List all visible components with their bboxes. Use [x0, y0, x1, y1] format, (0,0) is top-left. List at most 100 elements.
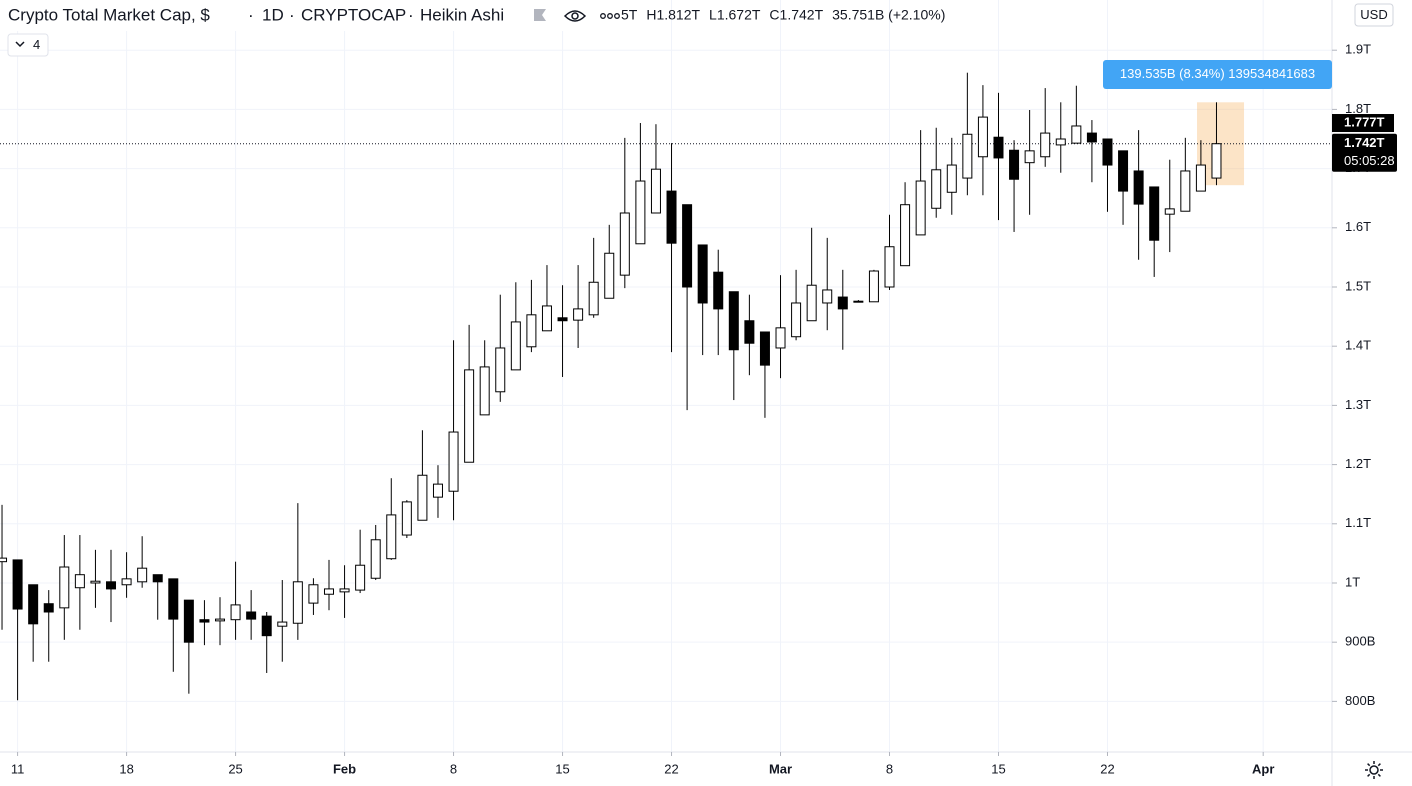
interval[interactable]: 1D: [262, 5, 284, 24]
x-tick-label: Mar: [769, 761, 792, 776]
candle-body: [666, 190, 677, 244]
candle-body: [1040, 132, 1051, 158]
x-tick-label: 15: [991, 761, 1005, 776]
candle-body: [199, 619, 210, 623]
flag-icon[interactable]: [534, 9, 546, 21]
candle-body: [604, 252, 615, 299]
candle-body: [619, 212, 630, 276]
candle-body: [401, 501, 412, 536]
separator: ·: [289, 5, 295, 24]
price-label-box: [1332, 114, 1394, 133]
candle-body: [697, 244, 708, 304]
candle-body: [962, 133, 973, 179]
candle-body: [495, 347, 506, 393]
x-tick-label: 8: [886, 761, 893, 776]
candle-body: [479, 366, 490, 416]
x-tick-label: 25: [228, 761, 242, 776]
candle-body: [90, 580, 101, 584]
candle-body: [292, 581, 303, 624]
measure-tooltip: 139.535B (8.34%) 139534841683: [1103, 60, 1332, 89]
candle-body: [1086, 132, 1097, 143]
currency: USD: [1360, 7, 1387, 22]
y-tick-label: 1.1T: [1345, 515, 1371, 530]
candle-body: [1024, 150, 1035, 164]
candle-body: [246, 611, 257, 620]
legend-value: L1.672T: [709, 7, 761, 23]
more-icon[interactable]: [600, 13, 620, 19]
ohlc-legend: 5T H1.812T L1.672T C1.742T 35.751B (+2.10%): [621, 7, 945, 23]
candle-body: [884, 246, 895, 288]
price-label: 1.742T: [1344, 135, 1385, 150]
measure-tooltip-box: [1103, 60, 1332, 89]
candle-body: [510, 321, 521, 371]
price-label-box: [1332, 133, 1397, 172]
candle-body: [28, 584, 39, 625]
candle-body: [744, 320, 755, 344]
y-tick-label: 1.4T: [1345, 338, 1371, 353]
indicator-toggle[interactable]: 4: [7, 33, 49, 57]
candle-body: [277, 621, 288, 627]
candle-body: [1009, 149, 1020, 180]
candle-body: [635, 180, 646, 245]
candle-body: [464, 369, 475, 463]
candle-body: [1180, 170, 1191, 212]
grid: [0, 0, 1332, 752]
measure-tooltip-label: 139.535B (8.34%) 139534841683: [1120, 66, 1315, 81]
x-tick-label: 15: [555, 761, 569, 776]
candle-body: [650, 168, 661, 214]
candle-body: [1071, 125, 1082, 144]
x-tick-label: 11: [11, 761, 25, 776]
candle-body: [339, 588, 350, 593]
y-tick-label: 900B: [1345, 634, 1375, 649]
settings-icon[interactable]: [1365, 761, 1383, 779]
candle-body: [0, 557, 8, 563]
header-background: [0, 0, 628, 31]
x-tick-label: 22: [664, 761, 678, 776]
separator: ·: [248, 5, 254, 24]
candle-body: [1055, 138, 1066, 146]
candle-body: [59, 566, 70, 609]
candle-body: [1164, 208, 1175, 215]
candle-body: [1149, 186, 1160, 241]
candle-body: [806, 284, 817, 322]
eye-icon[interactable]: [563, 10, 587, 22]
candle-body: [261, 615, 272, 637]
candle-body: [355, 564, 366, 591]
legend-value: H1.812T: [646, 7, 700, 23]
candle-body: [183, 599, 194, 643]
y-tick-label: 1.9T: [1345, 42, 1371, 57]
x-tick-label: Feb: [333, 761, 356, 776]
candle-body: [541, 305, 552, 332]
x-tick-label: 18: [119, 761, 133, 776]
candle-body: [370, 539, 381, 579]
candle-body: [915, 180, 926, 236]
y-tick-label: 1.8T: [1345, 101, 1371, 116]
candle-body: [432, 483, 443, 498]
candle-body: [931, 169, 942, 209]
candle-body: [1195, 164, 1206, 192]
currency-button[interactable]: USD: [1354, 3, 1394, 27]
x-tick-label: 22: [1100, 761, 1114, 776]
separator: ·: [408, 5, 414, 24]
candle-body: [152, 574, 163, 583]
y-tick-label: 1.6T: [1345, 219, 1371, 234]
candle-body: [822, 289, 833, 304]
candle-body: [853, 300, 864, 303]
candle-body: [977, 116, 988, 158]
candle-body: [759, 331, 770, 366]
chart-style[interactable]: Heikin Ashi: [420, 5, 504, 24]
candle-body: [308, 584, 319, 604]
candle-body: [526, 314, 537, 348]
countdown: 05:05:28: [1344, 153, 1395, 168]
candle-body: [775, 327, 786, 349]
price-label: 1.777T: [1344, 114, 1385, 129]
candle-body: [74, 574, 85, 589]
candle-body: [588, 281, 599, 316]
symbol-title[interactable]: Crypto Total Market Cap, $: [8, 5, 210, 24]
legend-value: 35.751B (+2.10%): [832, 7, 945, 23]
legend-value: 5T: [621, 7, 638, 23]
plot-area: [0, 72, 1332, 701]
candle-body: [137, 567, 148, 583]
indicator-count: 4: [33, 37, 40, 52]
